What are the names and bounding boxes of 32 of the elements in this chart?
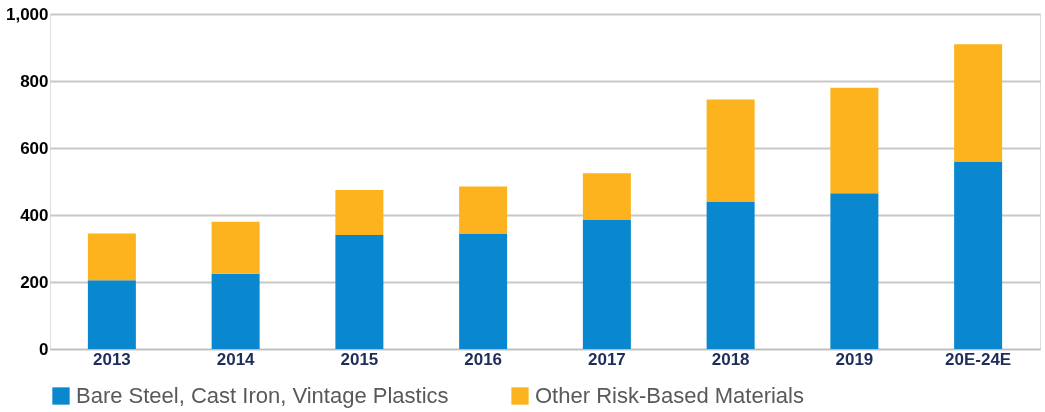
bar: [954, 44, 1003, 162]
y-tick-label: 0: [39, 339, 49, 359]
bar: [582, 173, 631, 221]
bar: [335, 235, 384, 349]
y-tick-label: 800: [20, 71, 49, 91]
x-tick-label: 2014: [216, 349, 256, 369]
bar: [87, 280, 136, 349]
bar: [87, 233, 136, 281]
bar: [954, 161, 1003, 349]
bar: [706, 201, 755, 349]
bar: [335, 189, 384, 236]
bar: [706, 99, 755, 202]
x-tick-label: 2015: [340, 349, 379, 369]
legend-label: Bare Steel, Cast Iron, Vintage Plastics: [76, 383, 449, 408]
bar: [211, 221, 260, 274]
bar: [459, 233, 508, 349]
x-tick-label: 2019: [835, 349, 874, 369]
bar: [582, 220, 631, 349]
x-tick-label: 2016: [464, 349, 503, 369]
bar: [459, 186, 508, 234]
y-tick-label: 1,000: [5, 4, 49, 24]
y-tick-label: 400: [20, 205, 49, 225]
bar: [211, 273, 260, 349]
x-tick-label: 2018: [711, 349, 750, 369]
bar: [830, 87, 879, 194]
x-tick-label: 20E-24E: [945, 349, 1012, 369]
x-tick-label: 2013: [92, 349, 131, 369]
x-tick-label: 2017: [587, 349, 626, 369]
y-tick-label: 200: [20, 272, 49, 292]
y-tick-label: 600: [20, 138, 49, 158]
legend-label: Other Risk-Based Materials: [535, 383, 804, 408]
bar: [830, 193, 879, 349]
